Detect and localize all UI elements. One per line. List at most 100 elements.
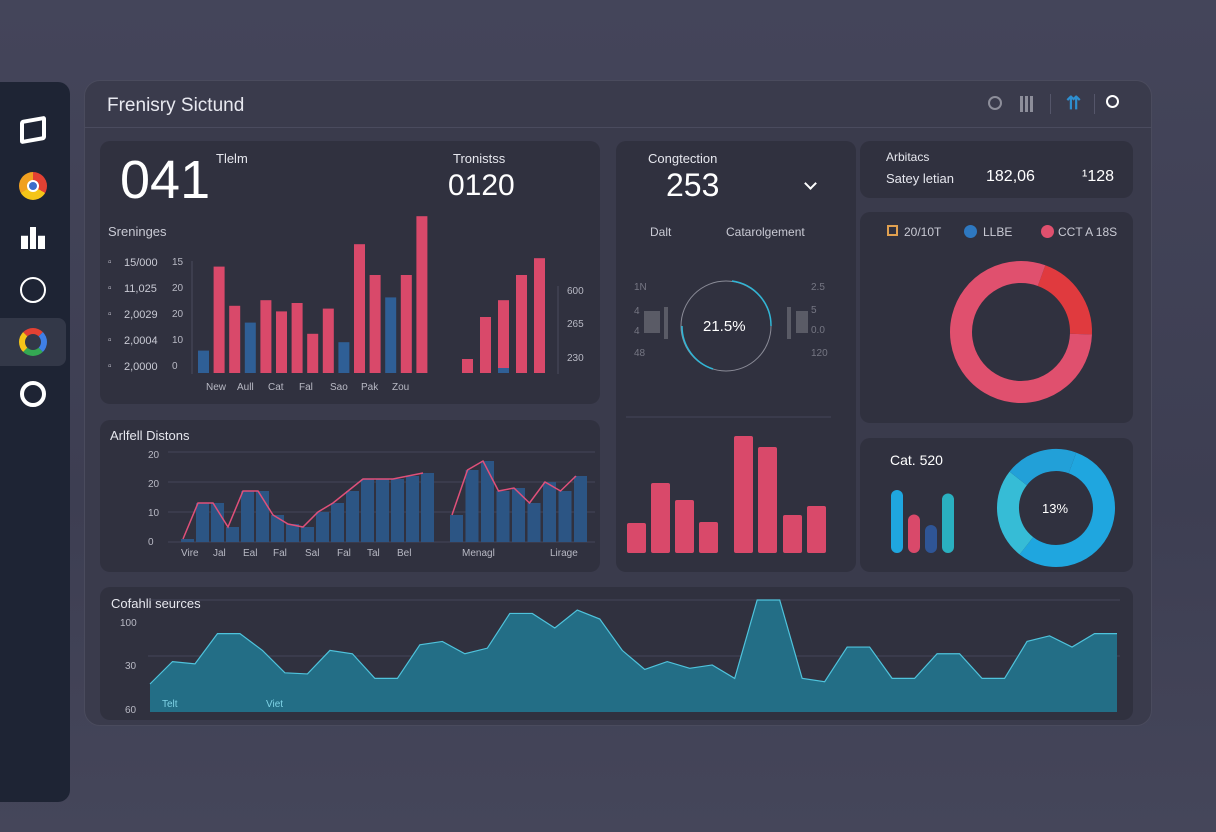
google-icon <box>19 328 47 356</box>
y-tick: 15 <box>172 257 184 268</box>
kpi-big-label: Tlelm <box>216 151 248 166</box>
x-label: Eal <box>243 548 258 559</box>
bar <box>942 493 954 553</box>
bar <box>925 525 937 553</box>
tick: 5 <box>811 305 817 316</box>
bar <box>198 350 209 373</box>
tick: 1N <box>634 282 647 293</box>
bar <box>543 482 556 542</box>
bar <box>213 266 225 373</box>
right-label: Catarolgement <box>726 225 805 239</box>
bar <box>369 275 381 373</box>
series-line <box>149 599 1117 685</box>
cat-card: Cat. 520 13% <box>860 438 1133 572</box>
sidebar-item-chrome[interactable] <box>0 162 66 210</box>
congestion-value: 253 <box>666 167 720 203</box>
legend-list-icon: ▫ <box>108 361 112 372</box>
tick: 0.0 <box>811 325 825 336</box>
bar <box>891 490 903 553</box>
gauge-side-bar <box>787 307 791 339</box>
sidebar-item-c-badge[interactable] <box>0 370 66 418</box>
x-label: Menagl <box>462 548 495 559</box>
bar <box>627 523 646 553</box>
bar <box>574 476 587 542</box>
y-tick: 0 <box>148 537 154 548</box>
donut-slice <box>1019 452 1115 567</box>
gauge-side-bar <box>796 311 808 333</box>
bar <box>498 300 509 373</box>
bar <box>196 503 209 542</box>
bar <box>908 514 920 553</box>
chart-blocks-icon <box>21 227 45 249</box>
cat-donut-value: 13% <box>1042 501 1069 516</box>
arbitrage-value: ¹128 <box>1082 168 1115 185</box>
header: Frenisry Sictund ⇈ <box>84 80 1152 128</box>
congestion-bar-chart <box>627 436 826 553</box>
bar <box>241 491 254 542</box>
bar <box>675 500 694 553</box>
bar <box>181 539 194 542</box>
x-label: Pak <box>361 382 379 393</box>
y-tick: 20 <box>172 309 184 320</box>
legend-value: 11,025 <box>124 283 157 295</box>
bar <box>286 524 299 542</box>
legend-value: 2,0029 <box>124 309 158 321</box>
bar <box>346 491 359 542</box>
cat-title: Cat. 520 <box>890 452 943 468</box>
y-tick: 60 <box>125 705 137 716</box>
bar <box>322 308 334 373</box>
bar <box>291 303 303 373</box>
strengths-title: Sreninges <box>108 224 167 239</box>
search-icon[interactable] <box>1106 95 1119 108</box>
gauge <box>626 280 831 418</box>
tick: 4 <box>634 306 640 317</box>
bar <box>516 275 527 373</box>
legend-value: 2,0000 <box>124 361 158 373</box>
bar <box>498 368 509 373</box>
bar <box>385 297 397 373</box>
sidebar-item-google[interactable] <box>0 318 66 366</box>
bar <box>527 503 541 542</box>
bar <box>211 503 224 542</box>
y-tick: 20 <box>172 283 184 294</box>
x-label: Tal <box>367 548 380 559</box>
grid-icon[interactable] <box>1020 96 1034 112</box>
gauge-value: 21.5% <box>703 318 746 335</box>
right-tick: 265 <box>567 319 584 330</box>
red-donut-chart <box>950 261 1092 403</box>
tick: 120 <box>811 348 828 359</box>
c-badge-icon <box>20 381 46 407</box>
y-tick: 20 <box>148 479 160 490</box>
gauge-arc <box>681 325 714 370</box>
arbitrage-card: Arbitacs Satey letian 182,06 ¹128 <box>860 141 1133 198</box>
arrows-up-icon[interactable]: ⇈ <box>1066 93 1082 113</box>
legend-dot-icon <box>964 225 977 238</box>
distons-chart <box>168 451 595 543</box>
chrome-icon <box>19 172 47 200</box>
left-label: Dalt <box>650 225 672 239</box>
sidebar-item-layers[interactable] <box>0 106 66 154</box>
layers-icon <box>20 115 46 145</box>
x-label: New <box>206 382 227 393</box>
series-line <box>182 472 424 540</box>
tick: 48 <box>634 348 646 359</box>
bar <box>734 436 753 553</box>
y-tick: 10 <box>148 508 160 519</box>
strengths-card: 041 Tlelm Tronistss 0120 Sreninges ▫ 15/0… <box>100 141 600 404</box>
legend-pin-icon: ▫ <box>108 283 112 294</box>
legend-dot-icon <box>1041 225 1054 238</box>
sidebar-item-face[interactable] <box>0 266 66 314</box>
donut-card: 20/10T LLBE CCT A 18S <box>860 212 1133 423</box>
bar <box>226 527 239 542</box>
bar <box>260 300 272 373</box>
x-label: Vire <box>181 548 199 559</box>
sidebar-item-blocks[interactable] <box>0 214 66 262</box>
bar <box>783 515 802 553</box>
congestion-card: Congtection 253 Dalt Catarolgement 21.5%… <box>616 141 856 572</box>
search-icon[interactable] <box>988 96 1002 110</box>
legend-swatch-icon <box>887 225 898 236</box>
legend-label: CCT A 18S <box>1058 225 1118 239</box>
legend-label: LLBE <box>983 225 1013 239</box>
donut-slice <box>1037 265 1092 335</box>
bar <box>758 447 777 553</box>
